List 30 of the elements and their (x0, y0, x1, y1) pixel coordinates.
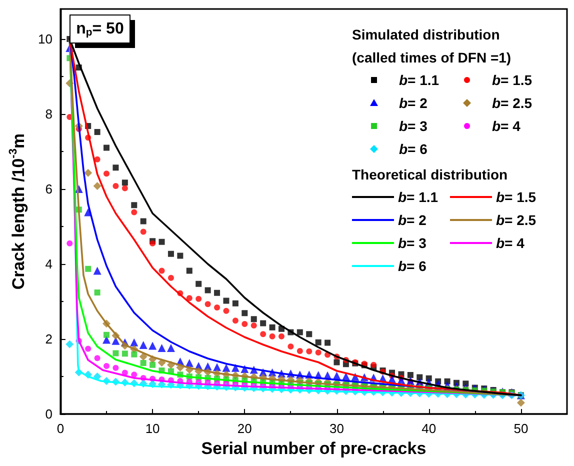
legend-label: b= 2 (398, 212, 427, 228)
legend-label: b= 6 (398, 258, 427, 274)
annotation: Simulated distribution (called times of DFN =1) (352, 26, 512, 66)
annotation: Theoretical distribution (352, 166, 508, 182)
legend-label: b= 3 (399, 118, 428, 134)
legend-label: b= 4 (496, 235, 525, 251)
legend-label: b= 2.5 (492, 95, 532, 111)
y-axis-title: Crack length /10-3m (8, 133, 28, 290)
legend-label: b= 1.1 (398, 189, 438, 205)
x-tick-label: 0 (56, 421, 64, 436)
legend-label: b= 1.5 (492, 72, 532, 88)
x-tick-label: 50 (514, 421, 528, 436)
legend-label: b= 3 (398, 235, 427, 251)
y-tick-label: 6 (45, 182, 52, 196)
y-tick-label: 2 (45, 332, 52, 346)
legend-label: b= 1.5 (496, 189, 536, 205)
y-tick-label: 4 (45, 256, 52, 272)
x-axis-title: Serial number of pre-cracks (201, 438, 426, 458)
y-tick-label: 8 (45, 106, 52, 122)
legend-label: b= 1.1 (399, 72, 440, 88)
legend-label: b= 2 (399, 95, 428, 111)
y-tick-label: 0 (45, 406, 52, 422)
x-tick-label: 10 (145, 421, 160, 436)
y-tick-label: 10 (38, 32, 52, 46)
legend-label: b= 4 (492, 118, 521, 134)
x-tick-label: 30 (330, 421, 344, 436)
legend-label: b= 6 (399, 141, 428, 157)
x-tick-label: 40 (422, 421, 436, 436)
x-tick-label: 20 (237, 421, 252, 436)
legend-label: b= 2.5 (496, 212, 536, 228)
